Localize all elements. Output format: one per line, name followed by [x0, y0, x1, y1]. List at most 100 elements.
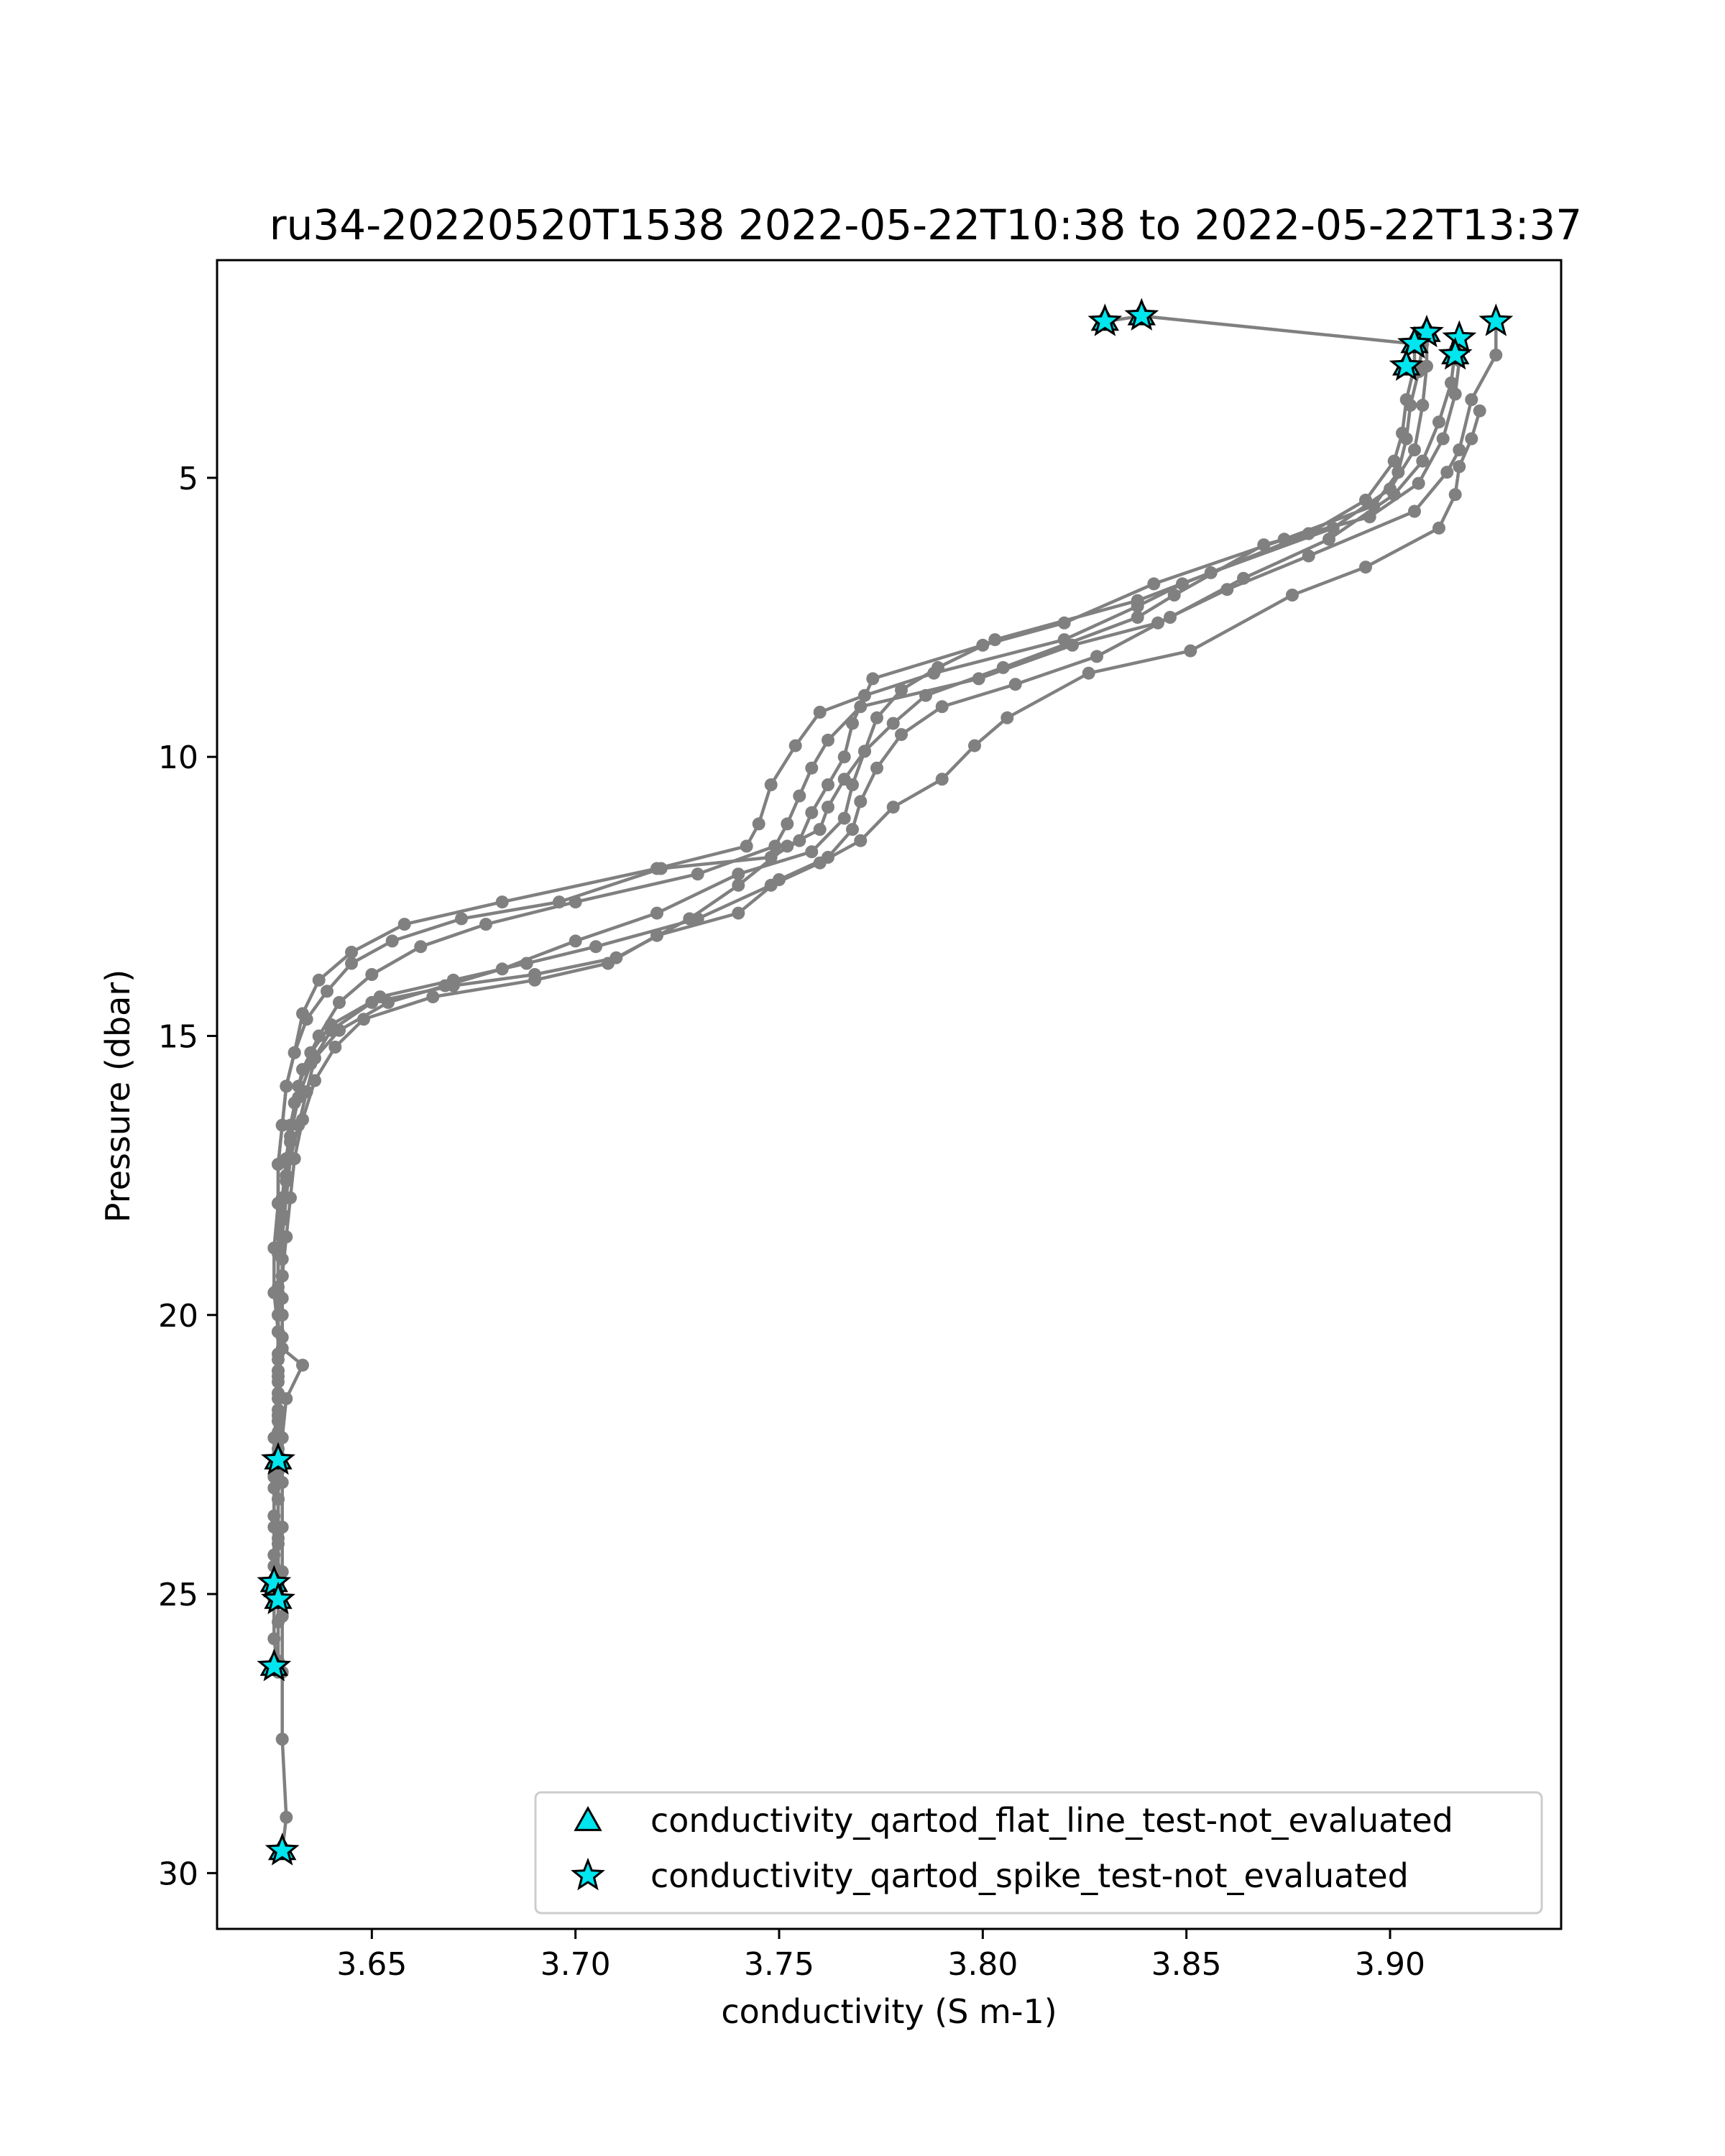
y-axis-ticks: 5 10 15 20 25 30: [158, 461, 217, 1892]
profile-point: [793, 789, 806, 803]
profile-point: [272, 1537, 285, 1551]
profile-point: [602, 957, 615, 970]
profile-point: [272, 1375, 285, 1388]
profile-point: [1404, 398, 1417, 412]
profile-point: [1408, 443, 1421, 456]
profile-point: [813, 823, 827, 837]
profile-point: [895, 728, 908, 742]
profile-point: [1000, 711, 1014, 724]
profile-point: [858, 745, 871, 758]
chart-title: ru34-20220520T1538 2022-05-22T10:38 to 2…: [270, 201, 1582, 249]
profile-point: [870, 711, 883, 724]
profile-point: [589, 940, 602, 954]
profile-point: [764, 778, 778, 791]
profile-point: [308, 1074, 321, 1087]
legend-label-spike: conductivity_qartod_spike_test-not_evalu…: [650, 1856, 1409, 1895]
profile-point: [793, 834, 806, 847]
profile-point: [275, 1610, 289, 1623]
profile-point: [781, 817, 794, 831]
profile-point: [296, 1358, 309, 1372]
profile-point: [1392, 466, 1405, 479]
profile-point: [988, 633, 1002, 647]
profile-point: [813, 706, 827, 719]
profile-point: [1432, 415, 1445, 429]
profile-point: [650, 929, 663, 942]
profile-lines: [272, 314, 1498, 1851]
legend-star-icon: [571, 1857, 605, 1891]
profile-point: [275, 1733, 289, 1746]
profile-line-6: [280, 349, 1457, 1851]
profile-point: [935, 773, 949, 786]
profile-line-5: [276, 360, 1461, 1662]
profile-point: [732, 867, 745, 881]
profile-point: [822, 778, 834, 791]
profile-point: [1399, 432, 1413, 446]
profile-point: [345, 946, 358, 959]
profile-point: [1066, 638, 1079, 652]
profile-point: [1286, 589, 1299, 602]
profile-point: [764, 850, 778, 864]
profile-point: [854, 700, 868, 714]
profile-point: [495, 895, 509, 909]
profile-point: [813, 856, 827, 870]
profile-point: [272, 1364, 285, 1378]
profile-point: [932, 660, 944, 674]
legend-label-flat-line: conductivity_qartod_flat_line_test-not_e…: [650, 1801, 1453, 1840]
profile-point: [1147, 577, 1161, 591]
profile-point: [1220, 583, 1234, 596]
profile-point: [732, 878, 745, 892]
profile-point: [858, 688, 871, 702]
profile-point: [414, 940, 428, 954]
profile-point: [1363, 510, 1376, 524]
profile-point: [1412, 476, 1425, 490]
profile-point: [272, 1325, 285, 1339]
profile-point: [267, 1509, 281, 1523]
profile-point: [272, 1348, 285, 1361]
profile-point: [280, 1152, 293, 1166]
profile-point: [1440, 466, 1454, 479]
legend-box: [534, 1791, 1543, 1915]
profile-line-7: [276, 410, 1481, 1472]
spike-flag-marker: [1087, 303, 1123, 336]
profile-point: [1184, 644, 1197, 658]
profile-point: [1465, 393, 1478, 407]
spike-flag-marker: [261, 1442, 295, 1475]
qartod-flag-markers: [257, 298, 1514, 1866]
profile-point: [296, 1112, 309, 1126]
spike-flag-marker: [1442, 320, 1477, 354]
profile-point: [312, 973, 326, 987]
spike-flag-marker: [1438, 336, 1473, 370]
profile-point: [854, 795, 868, 808]
profile-point: [1164, 611, 1177, 624]
spike-flag-marker: [1397, 326, 1432, 359]
profile-point: [854, 834, 868, 847]
profile-point: [345, 957, 358, 970]
profile-point: [300, 1013, 313, 1026]
profile-point: [935, 700, 949, 714]
spike-flag-marker: [1124, 298, 1159, 331]
profile-point: [272, 1493, 285, 1506]
profile-point: [822, 801, 834, 814]
profile-point: [972, 672, 985, 686]
profile-point: [267, 1548, 281, 1562]
profile-point: [333, 995, 346, 1009]
profile-line-4: [272, 333, 1429, 1589]
profile-point: [1204, 566, 1218, 579]
profile-point: [272, 1425, 285, 1439]
y-tick-label: 15: [158, 1018, 198, 1055]
profile-point: [1090, 650, 1103, 663]
profile-point: [288, 1046, 301, 1059]
profile-point: [768, 839, 782, 853]
profile-point: [919, 688, 932, 702]
profile-point: [837, 773, 851, 786]
profile-point: [284, 1118, 297, 1132]
x-tick-label: 3.80: [947, 1946, 1018, 1983]
y-tick-label: 10: [158, 740, 198, 776]
profile-point: [275, 1208, 289, 1221]
profile-line-3: [272, 344, 1425, 1673]
profile-point: [1008, 678, 1022, 691]
profile-point: [1082, 666, 1095, 680]
profile-point: [373, 990, 387, 1004]
x-tick-label: 3.75: [744, 1946, 814, 1983]
